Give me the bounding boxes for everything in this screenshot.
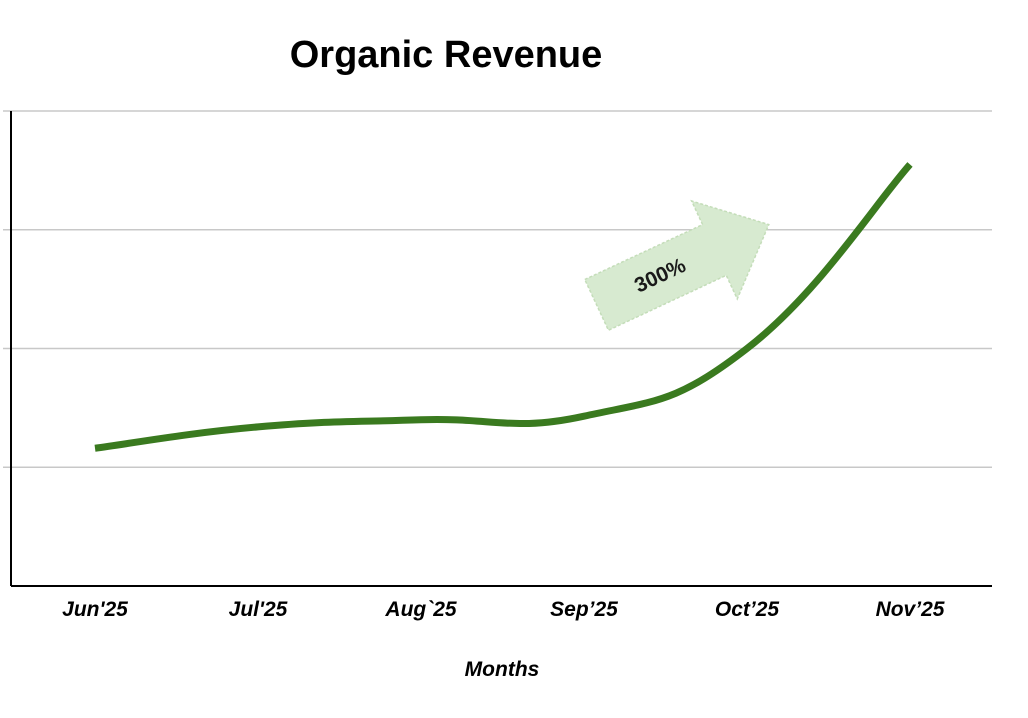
series-line [94, 162, 913, 452]
chart-title: Organic Revenue [290, 34, 603, 76]
x-tick-label: Nov’25 [876, 598, 945, 621]
growth-arrow: 300% [583, 199, 770, 332]
x-tick-label: Aug`25 [384, 598, 456, 621]
arrow-shape [583, 199, 770, 332]
axes [10, 111, 992, 587]
x-tick-label: Sep’25 [550, 598, 618, 621]
growth-annotation: 300% [583, 199, 770, 332]
x-tick-labels: Jun'25 Jul'25 Aug`25 Sep’25 Oct’25 Nov’25 [62, 598, 945, 621]
series-layer [94, 162, 913, 452]
x-tick-label: Jul'25 [229, 598, 288, 621]
x-axis-title: Months [465, 658, 540, 681]
y-gridlines [3, 110, 992, 469]
x-tick-label: Jun'25 [62, 598, 128, 621]
x-tick-label: Oct’25 [715, 598, 780, 621]
